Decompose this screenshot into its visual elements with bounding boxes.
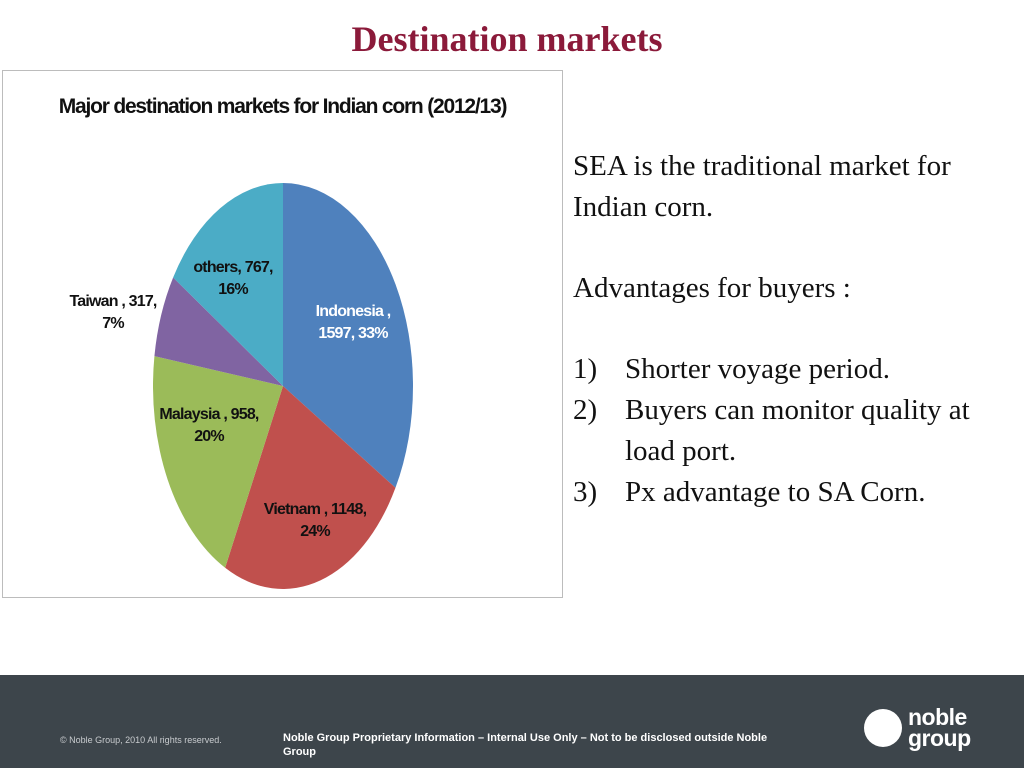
point-number: 3) (573, 476, 598, 508)
logo-icon (864, 709, 902, 747)
subheading: Advantages for buyers : (573, 272, 851, 304)
chart: Major destination markets for Indian cor… (2, 70, 563, 598)
pie-slice (154, 277, 283, 386)
data-label: Malaysia , 958, 20% (159, 406, 259, 445)
logo-text: noble group (908, 704, 971, 751)
pie-slice (225, 386, 396, 589)
logo-top: noble (908, 704, 967, 730)
logo-bottom: group (908, 725, 971, 751)
chart-title: Major destination markets for Indian cor… (58, 95, 508, 118)
point-list: 1) Shorter voyage period. 2) Buyers can mo… (573, 349, 1003, 513)
point: 2) Buyers can monitor quality at load por… (573, 390, 1003, 472)
point-number: 1) (573, 353, 598, 385)
data-label: Indonesia , 1597, 33% (315, 303, 392, 342)
data-label: Taiwan , 317, 7% (69, 293, 157, 332)
point-text: Px advantage to SA Corn. (625, 476, 926, 508)
pie-slice (283, 183, 414, 488)
data-label: Vietnam , 1148, 24% (263, 501, 367, 540)
intro: SEA is the traditional market for Indian… (573, 150, 951, 223)
footer: © Noble Group, 2010 All rights reserved.… (0, 675, 1024, 768)
text-block: SEA is the traditional market for Indian… (573, 146, 1003, 513)
point: 3) Px advantage to SA Corn. (573, 472, 1003, 513)
point-number: 2) (573, 394, 598, 426)
pie-canvas (152, 183, 414, 589)
point-text: Shorter voyage period. (625, 353, 890, 385)
slide-title: Destination markets (351, 19, 663, 59)
point-text: Buyers can monitor quality at load port. (625, 394, 970, 467)
notice: Noble Group Proprietary Information – In… (283, 732, 768, 758)
point: 1) Shorter voyage period. (573, 349, 1003, 390)
logo: noble group (864, 704, 984, 757)
pie-slice (173, 183, 283, 386)
copyright: © Noble Group, 2010 All rights reserved. (60, 735, 222, 745)
pie-slice (152, 356, 283, 568)
data-label: others, 767, 16% (193, 259, 273, 298)
